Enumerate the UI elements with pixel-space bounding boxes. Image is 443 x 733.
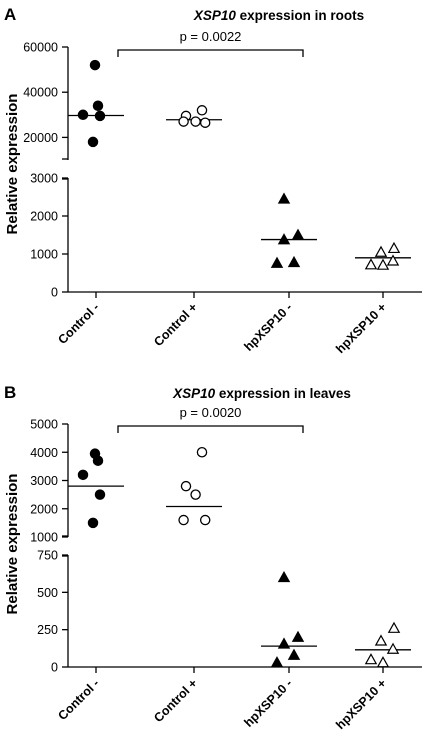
panel-b-data-point-open-triangle [387,621,401,633]
panel-b-data-point-open-circle [178,514,189,526]
panel-b-data-point-filled-triangle [277,570,291,583]
panel-b-data-point-open-circle [196,446,208,458]
panel-a-data-point-filled-triangle [291,228,305,240]
panel-a-data-point-filled-circle [87,136,99,148]
panel-a-data-point-open-circle [196,105,208,116]
panel-a-data-point-filled-triangle [270,256,284,268]
panel-a-x-tick-label: hpXSP10 - [242,300,296,354]
panel-b-data-point-filled-circle [87,517,99,529]
panel-a-y-tick-label: 40000 [23,86,58,100]
panel-b-data-point-filled-circle [92,455,104,466]
panel-a-data-point-open-triangle [376,258,390,270]
panel-a-y-tick-label: 3000 [30,172,58,186]
panel-b-y-tick-label: 4000 [30,446,58,460]
panel-b-title: XSP10 expression in leaves [172,386,351,401]
panel-b-title-rest: expression in leaves [215,386,351,401]
panel-a-y-tick-label: 0 [51,286,58,300]
panel-b-y-tick-label: 250 [37,623,58,637]
panel-a-y-tick-label: 60000 [23,41,58,55]
panel-a-data-point-open-triangle [364,258,378,270]
panel-b-data-point-filled-circle [94,489,106,500]
panel-a-title-gene: XSP10 [193,8,237,23]
panel-a-ylabel: Relative expression [4,94,21,235]
panel-b-ylabel: Relative expression [4,474,21,615]
panel-b-y-tick-label: 500 [37,586,58,600]
panel-a-y-tick-label: 20000 [23,131,58,145]
panel-a-data-point-filled-circle [77,109,89,121]
panel-b-p-value: p = 0.0020 [180,405,242,420]
panel-b-data-point-filled-triangle [277,637,291,649]
panel-b-y-tick-label: 750 [37,549,58,563]
panel-a-title-rest: expression in roots [236,8,364,23]
panel-b-data-point-filled-triangle [291,630,305,642]
panel-b-data-point-open-circle [190,489,201,500]
panel-b-data-point-open-triangle [374,634,388,646]
panel-b-x-tick-label: Control - [55,676,102,723]
panel-b-y-tick-label: 2000 [30,502,58,516]
panel-b-data-point-filled-triangle [287,648,301,660]
panel-b-data-point-open-triangle [364,653,378,665]
panel-a-y-tick-label: 1000 [30,248,58,262]
panel-b-title-gene: XSP10 [172,386,216,401]
panel-a-y-tick-label: 2000 [30,210,58,224]
panel-a-letter: A [4,5,16,24]
panel-a-data-point-open-triangle [386,254,400,266]
panel-a-data-point-filled-circle [94,110,106,122]
panel-b-data-point-open-circle [180,480,192,492]
panel-a-p-value: p = 0.0022 [180,29,242,44]
panel-b-y-tick-label: 0 [51,661,58,675]
panel-b-x-tick-label: Control + [151,676,200,725]
panel-b-y-tick-label: 3000 [30,474,58,488]
panel-a-data-point-filled-triangle [277,233,291,245]
panel-a-data-point-filled-triangle [287,255,301,268]
panel-a-data-point-filled-circle [89,59,101,71]
panel-a-data-point-open-triangle [387,241,401,254]
panel-a-data-point-open-triangle [374,245,388,257]
panel-a-data-point-filled-circle [92,100,104,112]
panel-b: B XSP10 expression in leaves Relative ex… [4,383,422,732]
panel-b-data-point-open-circle [199,514,211,526]
panel-a-x-tick-label: Control + [151,300,200,349]
panel-a-data-point-open-circle [178,116,189,127]
panel-b-y-tick-label: 5000 [30,418,58,432]
panel-b-y-tick-label: 1000 [30,531,58,545]
panel-a-title: XSP10 expression in roots [193,8,364,23]
panel-a-comparison-bracket [117,49,304,57]
panel-a: A XSP10 expression in roots Relative exp… [4,5,422,356]
panel-a-x-tick-label: hpXSP10 + [333,300,389,356]
panel-b-data-point-filled-circle [77,469,89,481]
panel-b-x-tick-label: hpXSP10 + [333,676,389,732]
panel-a-data-point-filled-triangle [277,192,291,204]
panel-b-x-tick-label: hpXSP10 - [242,676,296,730]
panel-b-data-point-open-triangle [386,642,400,654]
panel-a-x-tick-label: Control - [55,300,102,347]
panel-b-letter: B [4,383,16,402]
panel-b-comparison-bracket [117,425,304,433]
panel-b-data-point-filled-triangle [270,656,284,668]
panel-b-data-point-open-triangle [376,656,390,668]
panel-a-data-point-open-circle [190,116,201,127]
panel-a-data-point-open-circle [199,117,211,128]
